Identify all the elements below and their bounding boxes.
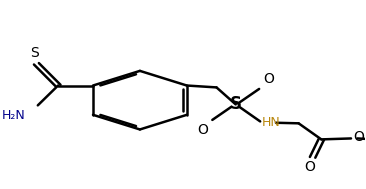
Text: S: S [230,95,242,113]
Text: S: S [30,46,39,60]
Text: HN: HN [262,116,281,129]
Text: O: O [305,160,315,174]
Text: O: O [263,72,274,86]
Text: H₂N: H₂N [2,109,26,122]
Text: O: O [353,130,364,144]
Text: O: O [198,123,209,137]
